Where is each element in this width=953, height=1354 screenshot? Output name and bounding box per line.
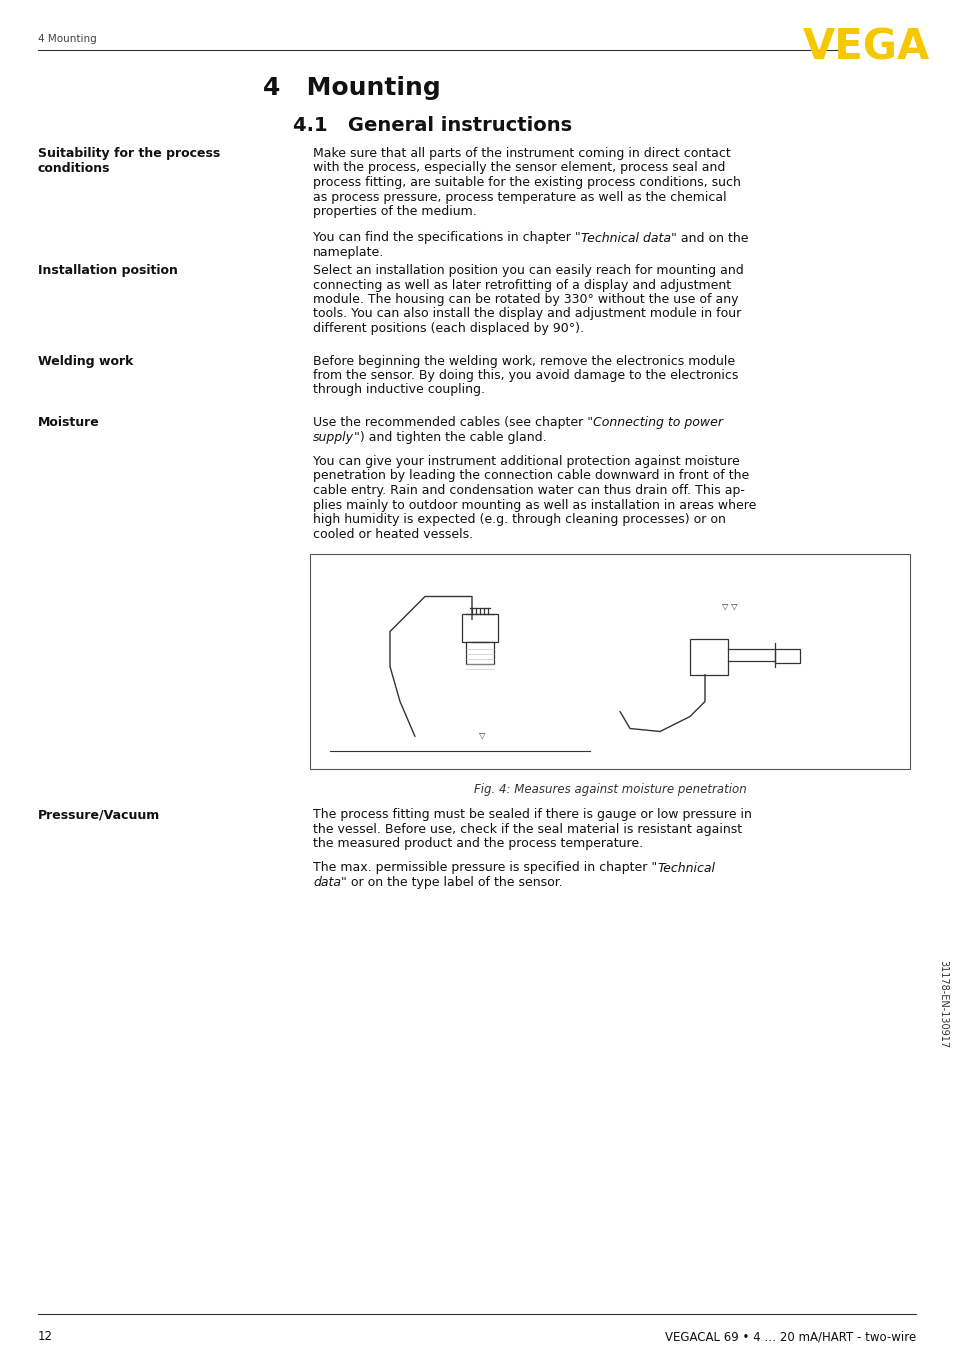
Text: as process pressure, process temperature as well as the chemical: as process pressure, process temperature… <box>313 191 726 203</box>
Text: Connecting to power: Connecting to power <box>593 416 722 429</box>
Text: the vessel. Before use, check if the seal material is resistant against: the vessel. Before use, check if the sea… <box>313 822 741 835</box>
Text: VEGACAL 69 • 4 … 20 mA/HART - two-wire: VEGACAL 69 • 4 … 20 mA/HART - two-wire <box>664 1330 915 1343</box>
Text: cooled or heated vessels.: cooled or heated vessels. <box>313 528 473 540</box>
Text: Moisture: Moisture <box>38 416 100 429</box>
Text: Make sure that all parts of the instrument coming in direct contact: Make sure that all parts of the instrume… <box>313 148 730 160</box>
Text: ▽: ▽ <box>478 731 485 741</box>
Text: cable entry. Rain and condensation water can thus drain off. This ap-: cable entry. Rain and condensation water… <box>313 483 744 497</box>
Text: 4   Mounting: 4 Mounting <box>263 76 440 100</box>
Text: Use the recommended cables (see chapter ": Use the recommended cables (see chapter … <box>313 416 593 429</box>
Text: penetration by leading the connection cable downward in front of the: penetration by leading the connection ca… <box>313 470 748 482</box>
Text: supply: supply <box>313 431 354 444</box>
Text: from the sensor. By doing this, you avoid damage to the electronics: from the sensor. By doing this, you avoi… <box>313 370 738 382</box>
Bar <box>689 639 727 674</box>
Text: Pressure/Vacuum: Pressure/Vacuum <box>38 808 160 821</box>
Text: Installation position: Installation position <box>38 264 177 278</box>
Text: Select an installation position you can easily reach for mounting and: Select an installation position you can … <box>313 264 743 278</box>
Text: Before beginning the welding work, remove the electronics module: Before beginning the welding work, remov… <box>313 355 735 367</box>
Text: ▽ ▽: ▽ ▽ <box>721 601 737 611</box>
Text: nameplate.: nameplate. <box>313 246 384 259</box>
Bar <box>774 649 800 662</box>
Text: high humidity is expected (e.g. through cleaning processes) or on: high humidity is expected (e.g. through … <box>313 513 725 525</box>
Text: the measured product and the process temperature.: the measured product and the process tem… <box>313 837 642 850</box>
Text: plies mainly to outdoor mounting as well as installation in areas where: plies mainly to outdoor mounting as well… <box>313 498 756 512</box>
Text: connecting as well as later retrofitting of a display and adjustment: connecting as well as later retrofitting… <box>313 279 730 291</box>
Bar <box>465 642 494 663</box>
Text: VEGA: VEGA <box>801 26 929 68</box>
Text: process fitting, are suitable for the existing process conditions, such: process fitting, are suitable for the ex… <box>313 176 740 190</box>
Text: data: data <box>313 876 340 890</box>
Text: 4.1   General instructions: 4.1 General instructions <box>293 116 572 135</box>
Text: Fig. 4: Measures against moisture penetration: Fig. 4: Measures against moisture penetr… <box>473 783 745 796</box>
Text: conditions: conditions <box>38 161 111 175</box>
Text: 12: 12 <box>38 1330 53 1343</box>
Text: You can find the specifications in chapter ": You can find the specifications in chapt… <box>313 232 580 245</box>
Text: module. The housing can be rotated by 330° without the use of any: module. The housing can be rotated by 33… <box>313 292 738 306</box>
Text: " or on the type label of the sensor.: " or on the type label of the sensor. <box>340 876 562 890</box>
Text: different positions (each displaced by 90°).: different positions (each displaced by 9… <box>313 322 583 334</box>
Text: Welding work: Welding work <box>38 355 133 367</box>
Text: through inductive coupling.: through inductive coupling. <box>313 383 484 397</box>
Text: 4 Mounting: 4 Mounting <box>38 34 96 43</box>
Bar <box>461 613 497 642</box>
Text: Suitability for the process: Suitability for the process <box>38 148 220 160</box>
Bar <box>310 554 909 769</box>
Text: with the process, especially the sensor element, process seal and: with the process, especially the sensor … <box>313 161 724 175</box>
Text: Technical data: Technical data <box>580 232 670 245</box>
Text: " and on the: " and on the <box>670 232 747 245</box>
Text: You can give your instrument additional protection against moisture: You can give your instrument additional … <box>313 455 739 468</box>
Text: 31178-EN-130917: 31178-EN-130917 <box>937 960 947 1048</box>
Text: ") and tighten the cable gland.: ") and tighten the cable gland. <box>354 431 546 444</box>
Text: The max. permissible pressure is specified in chapter ": The max. permissible pressure is specifi… <box>313 861 657 875</box>
Text: properties of the medium.: properties of the medium. <box>313 204 476 218</box>
Text: tools. You can also install the display and adjustment module in four: tools. You can also install the display … <box>313 307 740 321</box>
Text: The process fitting must be sealed if there is gauge or low pressure in: The process fitting must be sealed if th… <box>313 808 751 821</box>
Text: Technical: Technical <box>657 861 715 875</box>
